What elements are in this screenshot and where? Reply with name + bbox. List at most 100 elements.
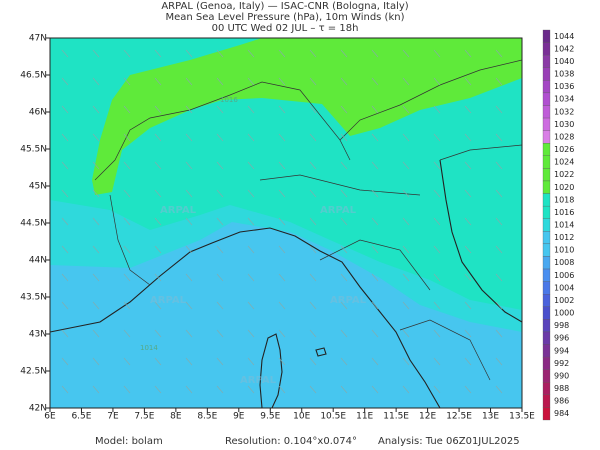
wind-barb [216, 49, 224, 58]
wind-barb [495, 49, 503, 58]
colorbar-swatch [542, 143, 551, 156]
colorbar-swatch [542, 92, 551, 106]
wind-barb [340, 49, 348, 58]
colorbar-label: 1004 [554, 283, 574, 292]
wind-barb [216, 245, 224, 254]
wind-barb [247, 301, 255, 310]
lon-label: 13.5E [509, 412, 535, 422]
colorbar-label: 992 [554, 359, 569, 368]
colorbar-label: 1030 [554, 120, 574, 129]
wind-barb [309, 273, 317, 282]
wind-barb [123, 105, 131, 114]
wind-barb [123, 189, 131, 198]
wind-barb [464, 357, 472, 366]
lat-label: 47N [29, 34, 47, 44]
colorbar-label: 986 [554, 397, 569, 406]
wind-barb [309, 301, 317, 310]
wind-barb [309, 385, 317, 394]
lon-label: 6E [44, 412, 56, 422]
wind-barb [402, 273, 410, 282]
wind-barb [433, 385, 441, 394]
colorbar-swatch [542, 193, 551, 207]
footer-text: Model: bolam [95, 436, 163, 447]
wind-barb [92, 273, 100, 282]
colorbar-label: 1020 [554, 183, 574, 192]
lat-label: 43.5N [20, 293, 47, 303]
watermark: ARPAL [240, 375, 277, 386]
wind-barb [371, 77, 379, 86]
wind-barb [216, 161, 224, 170]
wind-barb [464, 189, 472, 198]
wind-barb [464, 385, 472, 394]
wind-barb [61, 301, 69, 310]
wind-barb [185, 301, 193, 310]
lon-label: 12E [419, 412, 436, 422]
colorbar-label: 984 [554, 409, 569, 418]
wind-barb [92, 301, 100, 310]
wind-barb [185, 217, 193, 226]
lat-label: 44.5N [20, 219, 47, 229]
colorbar-label: 1028 [554, 132, 574, 141]
wind-barb [154, 385, 162, 394]
wind-barb [216, 357, 224, 366]
wind-barb [247, 357, 255, 366]
wind-barb [433, 329, 441, 338]
wind-barb [123, 385, 131, 394]
colorbar-label: 1010 [554, 246, 574, 255]
wind-barb [371, 133, 379, 142]
wind-barb [278, 385, 286, 394]
wind-barb [433, 245, 441, 254]
wind-barb [371, 217, 379, 226]
lon-label: 7.5E [134, 412, 154, 422]
colorbar-swatch [542, 168, 551, 182]
wind-barb [340, 245, 348, 254]
lon-label: 9E [233, 412, 245, 422]
wind-barb [278, 105, 286, 114]
lon-label: 7E [107, 412, 119, 422]
wind-barb [154, 273, 162, 282]
map-area: ARPAL ARPAL ARPAL ARPAL ARPAL 1016 1014 [49, 37, 523, 409]
wind-barb [402, 49, 410, 58]
wind-barb [278, 189, 286, 198]
colorbar-swatch [542, 281, 551, 295]
wind-barb [185, 189, 193, 198]
wind-barb [433, 105, 441, 114]
wind-barb [154, 49, 162, 58]
colorbar-swatch [542, 29, 551, 43]
coastline [259, 333, 283, 408]
wind-barb [402, 357, 410, 366]
watermark: ARPAL [330, 295, 367, 306]
colorbar-swatch [542, 155, 551, 169]
wind-barb [92, 49, 100, 58]
wind-barb [123, 217, 131, 226]
wind-barb [61, 161, 69, 170]
wind-barb [216, 329, 224, 338]
wind-barb [433, 161, 441, 170]
wind-barb [402, 245, 410, 254]
colorbar-label: 1036 [554, 82, 574, 91]
lat-label: 42N [29, 404, 47, 414]
wind-barb [371, 105, 379, 114]
wind-barb [185, 245, 193, 254]
wind-barb [402, 301, 410, 310]
wind-barb [402, 133, 410, 142]
contour-label: 1014 [140, 344, 158, 352]
colorbar-label: 1000 [554, 309, 574, 318]
header-line: Mean Sea Level Pressure (hPa), 10m Winds… [166, 12, 405, 23]
wind-barb [464, 301, 472, 310]
wind-barb [278, 273, 286, 282]
wind-barb [340, 105, 348, 114]
colorbar: 1044 1042 1040 1038 1036 1034 1032 1030 1028 1026… [542, 29, 574, 421]
wind-barb [464, 245, 472, 254]
colorbar-label: 998 [554, 321, 569, 330]
pressure-field [50, 222, 522, 408]
wind-barb [92, 77, 100, 86]
wind-barb [154, 329, 162, 338]
wind-barb [371, 385, 379, 394]
wind-barb [216, 217, 224, 226]
wind-barb [495, 189, 503, 198]
wind-barb [464, 77, 472, 86]
wind-barb [371, 161, 379, 170]
wind-barb [340, 189, 348, 198]
